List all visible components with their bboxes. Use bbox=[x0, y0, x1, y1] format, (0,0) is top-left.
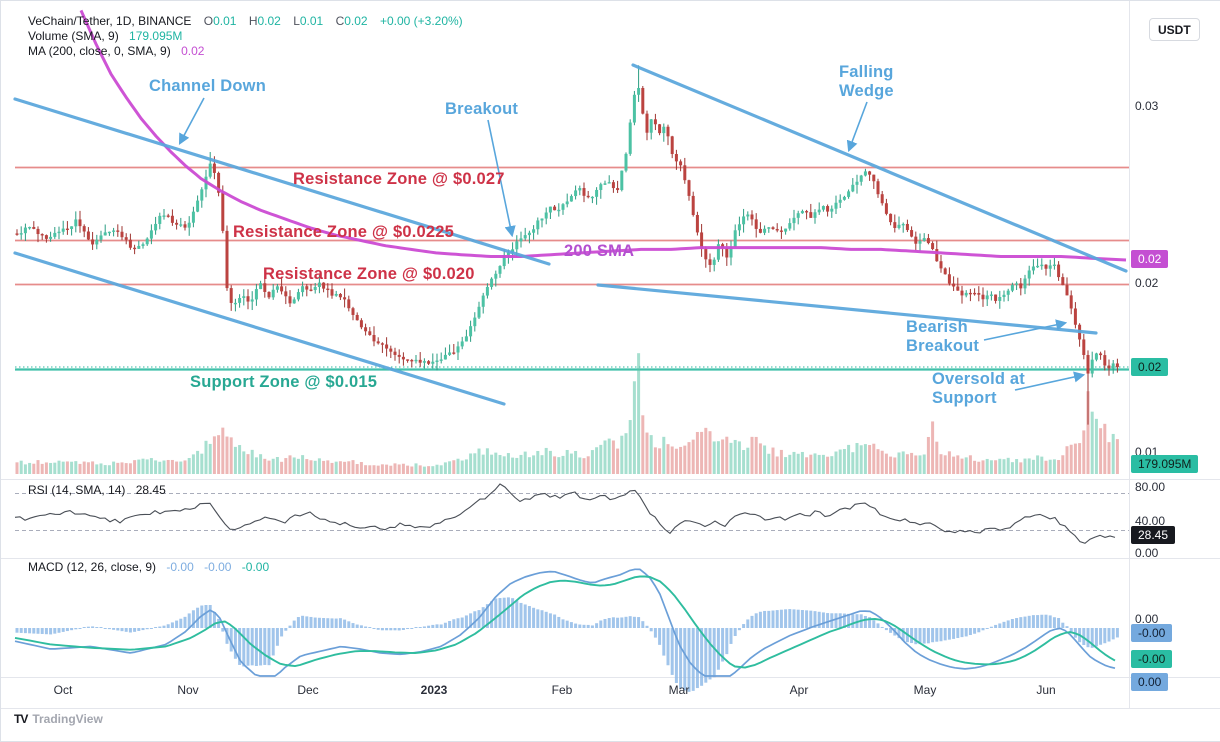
tradingview-brand-text: TradingView bbox=[32, 712, 103, 726]
ohlc-open-value: 0.01 bbox=[213, 14, 237, 28]
symbol-title: VeChain/Tether, 1D, BINANCE bbox=[28, 14, 192, 28]
ohlc-open-key: O bbox=[203, 14, 214, 28]
ma-legend-label: MA (200, close, 0, SMA, 9) bbox=[28, 44, 171, 58]
volume-legend-label: Volume (SMA, 9) bbox=[28, 29, 119, 43]
macd-line-value: -0.00 bbox=[204, 560, 232, 574]
macd-signal-value: -0.00 bbox=[241, 560, 270, 574]
rsi-legend-label: RSI (14, SMA, 14) bbox=[28, 483, 126, 497]
symbol-legend-row[interactable]: VeChain/Tether, 1D, BINANCE O0.01 H0.02 … bbox=[28, 14, 463, 29]
macd-legend-label: MACD (12, 26, close, 9) bbox=[28, 560, 157, 574]
macd-legend-row[interactable]: MACD (12, 26, close, 9) -0.00 -0.00 -0.0… bbox=[28, 560, 269, 574]
ohlc-high-key: H bbox=[248, 14, 258, 28]
rsi-legend-row[interactable]: RSI (14, SMA, 14) 28.45 bbox=[28, 483, 166, 497]
rsi-legend-value: 28.45 bbox=[135, 483, 166, 497]
tradingview-logo[interactable]: TV TradingView bbox=[14, 712, 103, 726]
tradingview-logo-icon: TV bbox=[14, 712, 28, 726]
ohlc-close-key: C bbox=[335, 14, 345, 28]
ma-legend-row[interactable]: MA (200, close, 0, SMA, 9) 0.02 bbox=[28, 44, 463, 59]
ohlc-high-value: 0.02 bbox=[257, 14, 281, 28]
ma-legend-value: 0.02 bbox=[181, 44, 205, 58]
macd-hist-value: -0.00 bbox=[166, 560, 194, 574]
change-value: +0.00 (+3.20%) bbox=[379, 14, 463, 28]
volume-legend-value: 179.095M bbox=[129, 29, 183, 43]
ohlc-low-key: L bbox=[293, 14, 300, 28]
currency-toggle-button[interactable]: USDT bbox=[1149, 18, 1200, 41]
volume-legend-row[interactable]: Volume (SMA, 9) 179.095M bbox=[28, 29, 463, 44]
ohlc-close-value: 0.02 bbox=[344, 14, 368, 28]
main-legend: VeChain/Tether, 1D, BINANCE O0.01 H0.02 … bbox=[28, 14, 463, 59]
ohlc-low-value: 0.01 bbox=[299, 14, 324, 28]
